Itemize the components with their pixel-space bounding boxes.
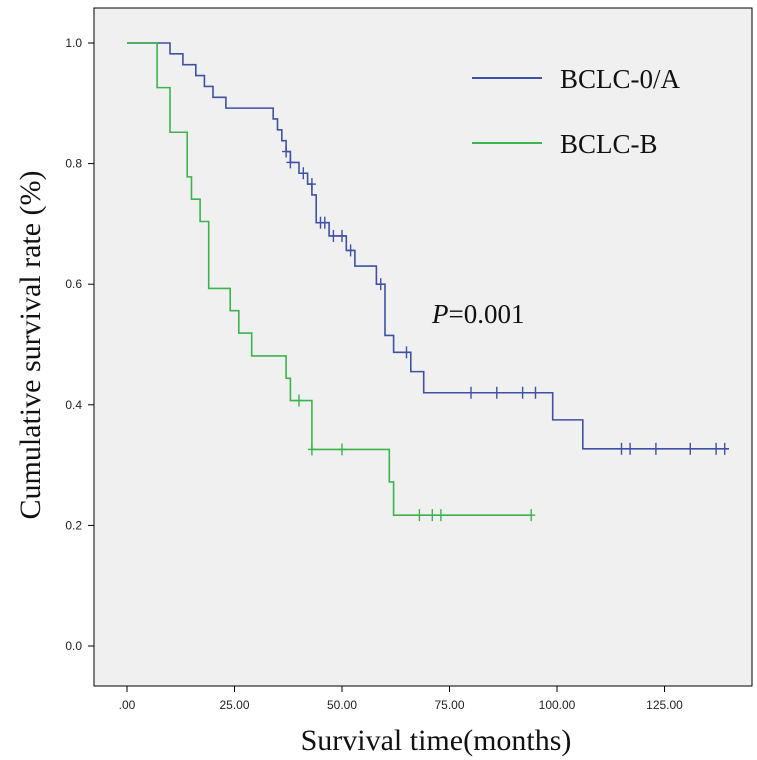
p-value-number: =0.001 [449,299,525,329]
x-tick-label: .00 [119,698,136,712]
x-tick-label: 75.00 [434,698,464,712]
series-bclc-0-a [127,42,729,455]
y-tick-label: 0.0 [65,639,82,653]
series-layer [127,42,729,522]
legend: BCLC-0/A BCLC-B [472,64,681,159]
series-bclc-b [127,42,536,522]
x-axis-title: Survival time(months) [301,724,572,757]
x-tick-label: 50.00 [327,698,357,712]
survival-curve-bclc-b [127,42,532,516]
y-tick-label: 0.6 [65,277,82,291]
p-value-symbol: P [431,299,449,329]
y-tick-label: 0.8 [65,157,82,171]
y-axis-title: Cumulative survival rate (%) [14,170,47,519]
p-value-annotation: P=0.001 [431,299,524,329]
x-tick-label: 25.00 [219,698,249,712]
legend-label-bclc-0a: BCLC-0/A [560,64,681,94]
x-tick-label: 125.00 [646,698,683,712]
y-tick-label: 1.0 [65,36,82,50]
legend-label-bclc-b: BCLC-B [560,129,658,159]
y-tick-label: 0.2 [65,518,82,532]
y-tick-label: 0.4 [65,398,82,412]
y-axis: 0.0 0.2 0.4 0.6 0.8 1.0 [65,36,94,653]
survival-curve-bclc-0-a [127,42,729,450]
x-axis: .00 25.00 50.00 75.00 100.00 125.00 [119,686,683,712]
plot-area [93,7,753,687]
x-tick-label: 100.00 [539,698,576,712]
